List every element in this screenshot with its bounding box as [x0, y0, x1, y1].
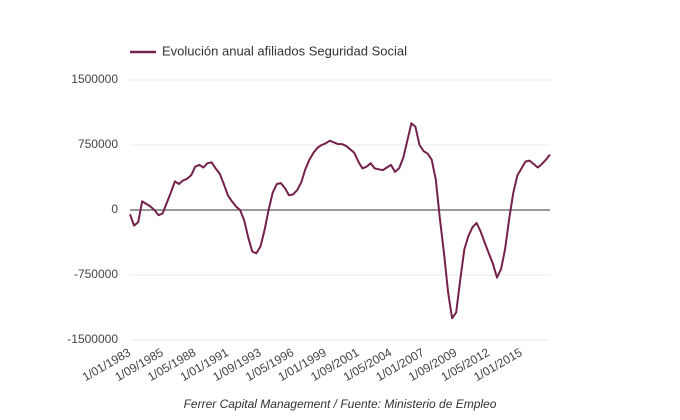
source-note: Ferrer Capital Management / Fuente: Mini… [184, 397, 497, 411]
y-tick-label: -750000 [74, 267, 118, 281]
y-tick-label: 750000 [78, 137, 118, 151]
legend-label: Evolución anual afiliados Seguridad Soci… [162, 43, 407, 58]
y-tick-label: 0 [111, 202, 118, 216]
y-tick-label: -1500000 [67, 332, 118, 346]
y-tick-label: 1500000 [71, 72, 118, 86]
series-line [129, 122, 551, 320]
